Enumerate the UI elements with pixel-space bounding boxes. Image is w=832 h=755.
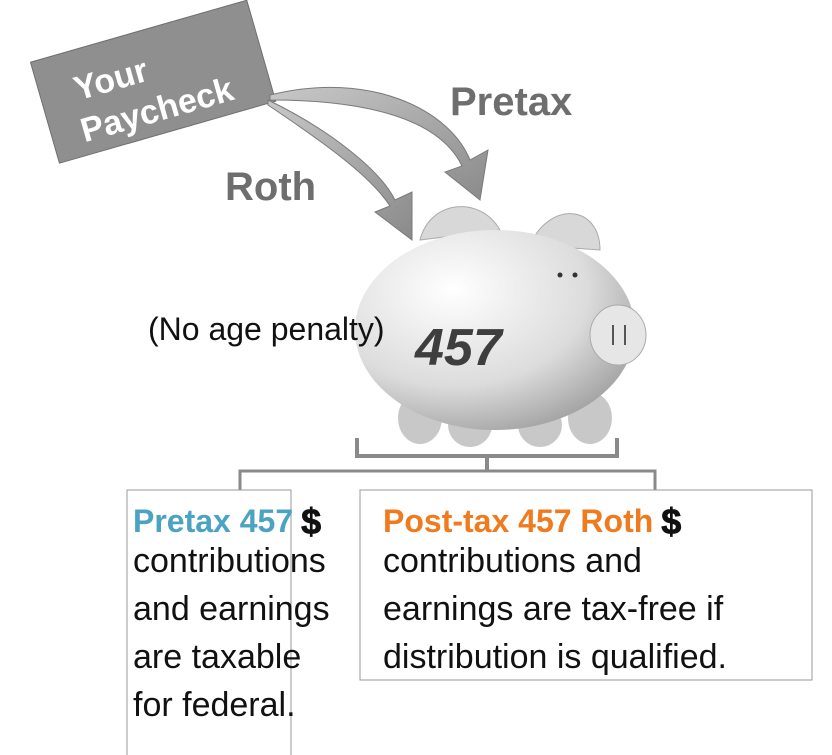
diagram: Your Paycheck Pretax Roth 457 (No age pe… (0, 0, 832, 755)
box-text: and earnings (133, 590, 330, 628)
box-text: distribution is qualified. (383, 638, 727, 676)
box-text: are taxable (133, 638, 301, 676)
box-text: earnings are tax-free if (383, 590, 724, 628)
box-text: for federal. (133, 686, 296, 724)
note: (No age penalty) (148, 311, 385, 347)
box-title: Post-tax 457 Roth (383, 503, 653, 539)
box-text: contributions (133, 542, 326, 580)
connector (240, 438, 655, 490)
piggy-label: 457 (414, 319, 504, 377)
paycheck: Your Paycheck (30, 0, 275, 163)
pretax-label: Pretax (450, 80, 572, 124)
box-text: contributions and (383, 542, 642, 580)
roth-label: Roth (225, 165, 316, 209)
dollar-sign: $ (661, 501, 681, 542)
box-title: Pretax 457 (133, 503, 293, 539)
dollar-sign: $ (301, 501, 321, 542)
